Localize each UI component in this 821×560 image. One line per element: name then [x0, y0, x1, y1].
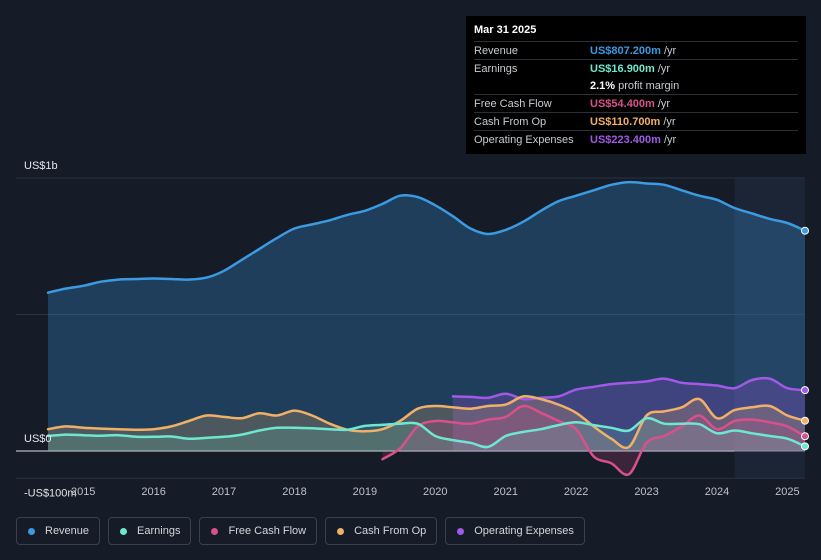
series-lines [46, 180, 807, 477]
tooltip-row-operating-expenses: Operating Expenses US$223.400m /yr [474, 130, 798, 148]
tooltip-label: Free Cash Flow [474, 97, 552, 110]
legend-operating-expenses[interactable]: Operating Expenses [445, 517, 585, 545]
y-tick-label: US$0 [24, 433, 52, 445]
revenue-endpoint-marker [801, 226, 809, 235]
tooltip-value: US$54.400m [590, 97, 655, 110]
legend-free-cash-flow[interactable]: Free Cash Flow [199, 517, 318, 545]
x-tick-label: 2018 [282, 486, 306, 498]
legend-dot-icon [120, 527, 128, 535]
x-tick-label: 2025 [775, 486, 799, 498]
tooltip-value: US$223.400m [590, 133, 661, 146]
tooltip-row-earnings: Earnings US$16.900m /yr [474, 59, 798, 77]
legend-label: Free Cash Flow [228, 525, 307, 537]
x-tick-label: 2015 [71, 486, 95, 498]
series-endpoints [801, 226, 809, 451]
tooltip-row-cash-from-op: Cash From Op US$110.700m /yr [474, 112, 798, 130]
y-tick-label: -US$100m [24, 487, 77, 499]
x-tick-label: 2023 [634, 486, 658, 498]
x-tick-label: 2021 [493, 486, 517, 498]
legend-dot-icon [28, 527, 35, 535]
cash-from-op-line [46, 394, 807, 450]
legend-label: Cash From Op [354, 525, 427, 537]
tooltip-value: 2.1% [590, 79, 616, 92]
cash-from-op-endpoint-marker [801, 416, 809, 425]
revenue-line [46, 180, 807, 294]
y-axis-labels: US$1b US$0 -US$100m [24, 160, 77, 499]
x-tick-label: 2016 [141, 486, 165, 498]
operating-expenses-line [451, 376, 807, 401]
earnings-line [46, 416, 807, 449]
tooltip-value: US$110.700m [590, 115, 661, 128]
tooltip-unit: /yr [663, 115, 676, 128]
legend-label: Operating Expenses [474, 525, 574, 537]
tooltip: Mar 31 2025 Revenue US$807.200m /yr Earn… [466, 16, 806, 154]
gridlines [16, 177, 805, 479]
tooltip-row-profit-margin: 2.1% profit margin [474, 77, 798, 94]
tooltip-unit: /yr [657, 62, 671, 75]
legend-label: Earnings [137, 525, 181, 537]
tooltip-row-free-cash-flow: Free Cash Flow US$54.400m /yr [474, 94, 798, 112]
legend-earnings[interactable]: Earnings [108, 517, 192, 545]
free-cash-flow-endpoint-marker [801, 432, 809, 441]
x-tick-label: 2017 [212, 486, 236, 498]
tooltip-unit: /yr [657, 97, 671, 110]
earnings-endpoint-marker [801, 442, 809, 451]
tooltip-label: Operating Expenses [474, 133, 574, 146]
operating-expenses-endpoint-marker [801, 386, 809, 395]
tooltip-label: Cash From Op [474, 115, 547, 128]
x-tick-label: 2020 [423, 486, 447, 498]
tooltip-unit: profit margin [618, 79, 680, 92]
tooltip-unit: /yr [663, 44, 677, 57]
tooltip-value: US$807.200m [590, 44, 661, 57]
legend-label: Revenue [45, 525, 90, 537]
legend-dot-icon [457, 527, 465, 535]
legend-revenue[interactable]: Revenue [16, 517, 101, 545]
legend: Revenue Earnings Free Cash Flow Cash Fro… [16, 517, 593, 545]
tooltip-unit: /yr [663, 133, 677, 146]
tooltip-row-revenue: Revenue US$807.200m /yr [474, 41, 798, 59]
legend-cash-from-op[interactable]: Cash From Op [325, 517, 438, 545]
free-cash-flow-line [381, 404, 807, 477]
x-tick-label: 2024 [705, 486, 729, 498]
legend-dot-icon [337, 527, 345, 535]
y-tick-label: US$1b [24, 160, 58, 172]
tooltip-label: Earnings [474, 62, 518, 75]
tooltip-label: Revenue [474, 44, 519, 57]
x-tick-label: 2022 [564, 486, 588, 498]
x-axis-labels: 2015 2016 2017 2018 2019 2020 2021 2022 2023 2024… [71, 486, 800, 498]
x-tick-label: 2019 [353, 486, 377, 498]
tooltip-date: Mar 31 2025 [474, 24, 537, 36]
legend-dot-icon [211, 527, 219, 535]
tooltip-value: US$16.900m [590, 62, 655, 75]
